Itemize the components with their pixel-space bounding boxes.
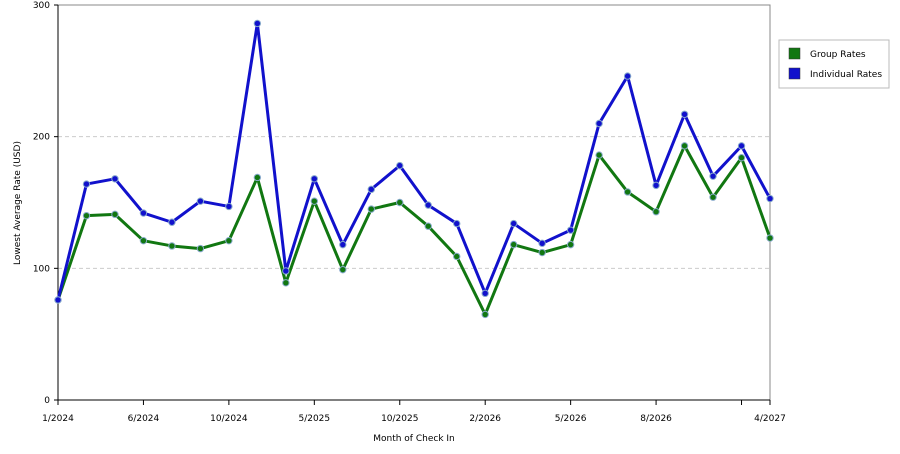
y-axis-label: Lowest Average Rate (USD) <box>13 141 23 265</box>
data-point <box>680 110 689 118</box>
data-point <box>509 219 518 228</box>
x-tick-label: 1/2024 <box>42 414 74 424</box>
x-tick-label: 6/2024 <box>128 414 160 424</box>
data-point <box>196 197 205 205</box>
data-point <box>339 240 347 249</box>
legend-label: Individual Rates <box>810 70 882 80</box>
x-tick-label: 2/2026 <box>469 414 501 424</box>
data-point <box>282 279 290 287</box>
data-point <box>709 193 717 201</box>
x-tick-label: 5/2025 <box>298 414 330 424</box>
data-point <box>453 219 461 228</box>
y-tick-label: 300 <box>33 1 50 11</box>
data-point <box>652 181 660 190</box>
data-point <box>566 240 575 249</box>
data-point <box>709 172 717 180</box>
data-point <box>54 296 62 304</box>
data-point <box>139 236 148 245</box>
data-point <box>766 194 774 203</box>
data-point <box>367 205 375 213</box>
data-point <box>623 188 632 196</box>
x-tick-label: 10/2025 <box>381 414 418 424</box>
data-point <box>168 242 176 250</box>
legend-swatch <box>788 47 801 60</box>
data-point <box>310 197 319 205</box>
y-tick-label: 0 <box>44 396 50 406</box>
plot-frame <box>57 4 771 401</box>
data-point <box>139 209 148 217</box>
data-point <box>595 119 603 128</box>
y-tick-label: 200 <box>33 133 50 143</box>
x-tick-label: 8/2026 <box>640 414 672 424</box>
data-point <box>623 72 632 80</box>
data-point <box>680 142 689 150</box>
y-tick-label: 100 <box>33 264 50 274</box>
data-point <box>595 151 603 159</box>
data-point <box>766 234 774 242</box>
series-line <box>56 144 772 316</box>
data-point <box>196 244 205 253</box>
data-point <box>538 248 546 257</box>
data-point <box>481 310 489 319</box>
data-point <box>225 236 233 245</box>
data-point <box>737 154 746 162</box>
data-point <box>111 175 119 183</box>
x-axis-label: Month of Check In <box>373 434 455 444</box>
data-point <box>424 201 432 209</box>
data-point <box>225 202 233 211</box>
data-point <box>481 289 489 298</box>
legend-swatch <box>788 67 801 80</box>
data-point <box>310 175 319 183</box>
data-point <box>566 226 575 234</box>
x-tick-label: 4/2027 <box>754 414 786 424</box>
data-point <box>367 185 375 194</box>
data-point <box>424 222 432 230</box>
data-point <box>509 240 518 249</box>
data-point <box>396 198 404 207</box>
x-tick-label: 10/2024 <box>210 414 248 424</box>
legend-box <box>778 39 890 89</box>
data-point <box>111 210 119 219</box>
data-point <box>82 180 91 188</box>
data-point <box>253 173 262 182</box>
data-point <box>538 239 546 248</box>
data-point <box>396 161 404 170</box>
data-point <box>652 208 660 216</box>
series-line <box>56 21 772 301</box>
legend-label: Group Rates <box>810 50 866 60</box>
x-tick-label: 5/2026 <box>555 414 587 424</box>
data-point <box>168 218 176 226</box>
data-point <box>339 265 347 274</box>
data-point <box>253 19 262 28</box>
data-point <box>282 267 290 275</box>
data-point <box>82 211 91 220</box>
data-point <box>737 142 746 150</box>
data-point <box>453 252 461 261</box>
